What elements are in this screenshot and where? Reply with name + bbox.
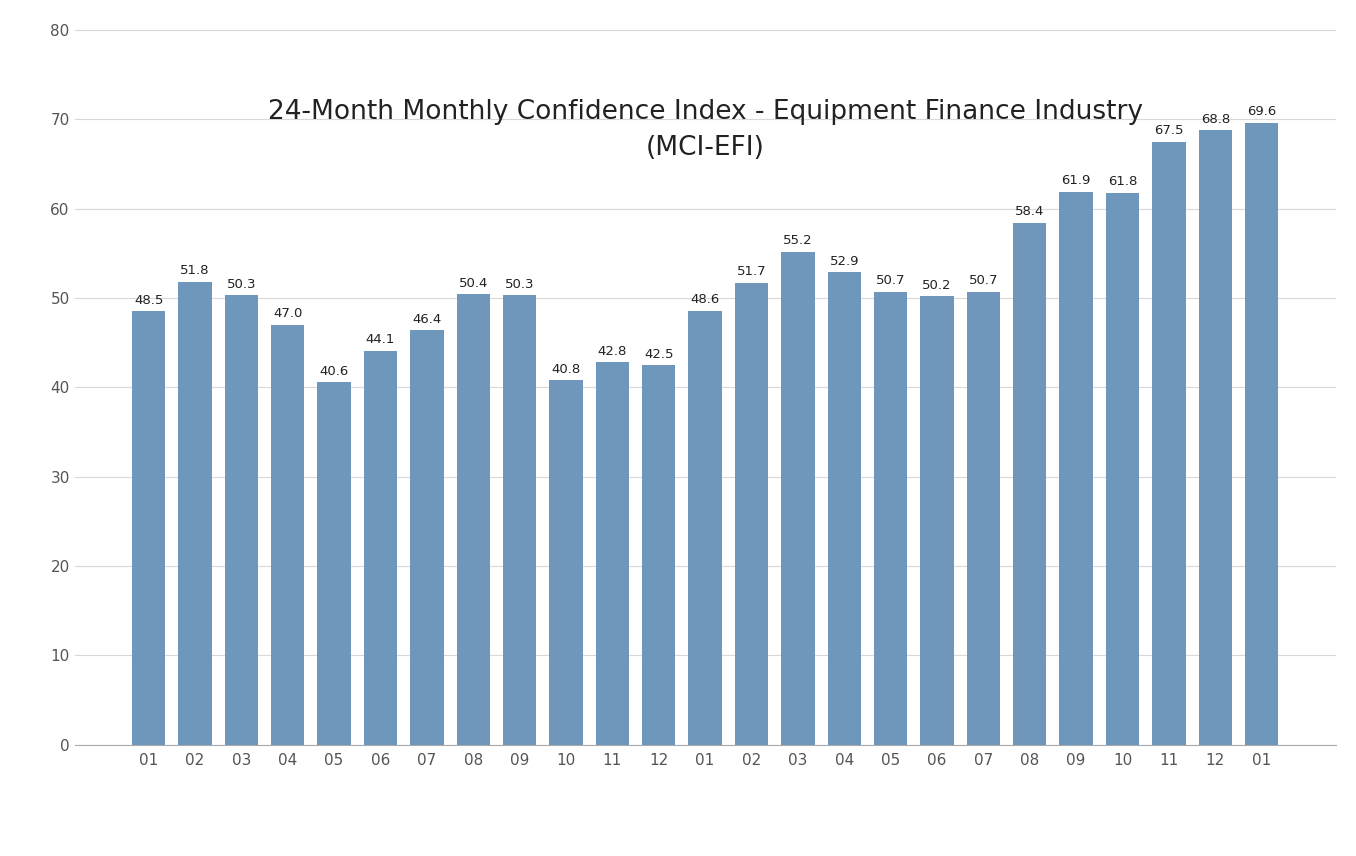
Bar	[641, 365, 675, 745]
Text: 51.7: 51.7	[736, 265, 766, 278]
Text: 47.0: 47.0	[273, 307, 302, 320]
Text: (MCI-EFI): (MCI-EFI)	[645, 135, 765, 161]
Text: 67.5: 67.5	[1154, 124, 1184, 137]
Bar	[317, 382, 351, 745]
Text: 51.8: 51.8	[180, 265, 210, 277]
Text: 40.6: 40.6	[320, 365, 348, 377]
Bar	[410, 330, 443, 745]
Bar	[967, 292, 1001, 745]
Text: 68.8: 68.8	[1200, 112, 1230, 126]
Bar	[781, 252, 815, 745]
Text: 50.7: 50.7	[876, 274, 906, 288]
Text: 50.7: 50.7	[968, 274, 998, 288]
Text: 48.5: 48.5	[134, 294, 163, 307]
Text: 61.9: 61.9	[1062, 175, 1090, 187]
Bar	[225, 295, 258, 745]
Bar	[363, 351, 397, 745]
Bar	[1105, 193, 1139, 745]
Text: 50.3: 50.3	[504, 278, 534, 291]
Text: 52.9: 52.9	[830, 254, 858, 268]
Text: 55.2: 55.2	[782, 234, 812, 247]
Text: 50.3: 50.3	[226, 278, 256, 291]
Text: 48.6: 48.6	[690, 293, 720, 306]
Bar	[457, 294, 490, 745]
Text: 50.2: 50.2	[922, 279, 952, 292]
Text: 50.4: 50.4	[458, 277, 488, 290]
Bar	[1013, 223, 1047, 745]
Text: 58.4: 58.4	[1016, 205, 1044, 218]
Bar	[503, 295, 537, 745]
Bar	[549, 380, 583, 745]
Bar	[271, 324, 305, 745]
Bar	[827, 272, 861, 745]
Text: 24-Month Monthly Confidence Index - Equipment Finance Industry: 24-Month Monthly Confidence Index - Equi…	[267, 99, 1143, 125]
Text: 42.8: 42.8	[598, 345, 626, 358]
Text: 40.8: 40.8	[552, 363, 580, 376]
Text: 61.8: 61.8	[1108, 175, 1138, 188]
Bar	[1153, 141, 1185, 745]
Bar	[132, 312, 165, 745]
Bar	[735, 282, 769, 745]
Bar	[595, 362, 629, 745]
Bar	[689, 311, 721, 745]
Bar	[873, 292, 907, 745]
Text: 69.6: 69.6	[1248, 105, 1276, 118]
Text: 46.4: 46.4	[412, 312, 442, 325]
Bar	[178, 282, 212, 745]
Bar	[1059, 192, 1093, 745]
Text: 42.5: 42.5	[644, 348, 674, 360]
Bar	[1199, 130, 1233, 745]
Text: 44.1: 44.1	[366, 333, 395, 346]
Bar	[1245, 123, 1279, 745]
Bar	[921, 296, 953, 745]
